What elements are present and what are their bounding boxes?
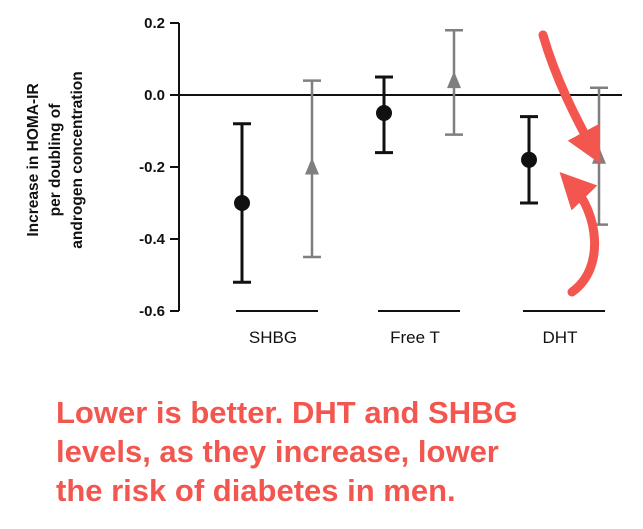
point-marker-triangle	[305, 157, 319, 175]
point-marker-triangle	[447, 71, 461, 89]
y-tick-label: -0.6	[139, 303, 165, 320]
annotation-line-1: Lower is better. DHT and SHBG	[56, 395, 518, 430]
y-axis: 0.2 0.0 -0.2 -0.4 -0.6	[139, 15, 180, 320]
annotation-text: Lower is better. DHT and SHBG levels, as…	[56, 393, 636, 510]
point-marker-circle	[376, 105, 392, 121]
y-ticks: 0.2 0.0 -0.2 -0.4 -0.6	[139, 15, 179, 320]
data-marks	[233, 28, 608, 284]
category-label: DHT	[543, 328, 578, 347]
androgen-homa-ir-chart: Increase in HOMA-IR per doubling of andr…	[25, 15, 622, 347]
y-tick-label: -0.4	[139, 231, 166, 248]
category-axis: SHBG Free T DHT	[236, 310, 605, 347]
y-tick-label: -0.2	[139, 159, 165, 176]
annotation-line-3: the risk of diabetes in men.	[56, 473, 456, 508]
y-tick-label: 0.2	[144, 15, 165, 32]
point-marker-circle	[521, 151, 537, 168]
category-label: Free T	[390, 328, 440, 347]
y-axis-title-line-1: Increase in HOMA-IR	[25, 83, 42, 236]
annotation-line-2: levels, as they increase, lower	[56, 434, 499, 469]
category-label: SHBG	[249, 328, 297, 347]
y-axis-title-line-3: androgen concentration	[69, 71, 86, 248]
annotation-arrow-up	[559, 172, 599, 297]
y-tick-label: 0.0	[144, 87, 165, 104]
y-axis-title-line-2: per doubling of	[47, 103, 64, 217]
y-axis-title: Increase in HOMA-IR per doubling of andr…	[25, 71, 86, 248]
point-marker-circle	[234, 195, 250, 211]
annotation-arrows	[538, 30, 601, 297]
annotation-arrow-down	[538, 30, 601, 164]
